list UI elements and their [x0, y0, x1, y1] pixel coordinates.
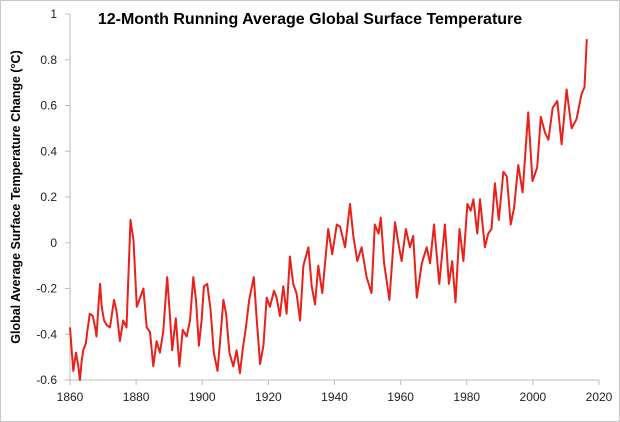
x-tick-label: 2020 [586, 390, 613, 404]
y-tick-label: 0.6 [40, 99, 57, 113]
x-tick-label: 1940 [321, 390, 348, 404]
x-tick-label: 1920 [255, 390, 282, 404]
y-tick-label: 0.8 [40, 53, 57, 67]
y-tick-label: -0.6 [36, 373, 57, 387]
y-tick-label: 0.2 [40, 190, 57, 204]
y-axis-label: Global Average Surface Temperature Chang… [9, 50, 23, 344]
y-tick-label: 0.4 [40, 144, 57, 158]
y-tick-label: -0.2 [36, 282, 57, 296]
x-tick-label: 1960 [387, 390, 414, 404]
x-tick-label: 1980 [453, 390, 480, 404]
y-tick-label: 1 [50, 7, 57, 21]
x-tick-label: 1900 [189, 390, 216, 404]
y-tick-label: 0 [50, 236, 57, 250]
temperature-series-line [69, 39, 588, 381]
x-tick-label: 2000 [520, 390, 547, 404]
x-tick-label: 1860 [57, 390, 84, 404]
y-tick-label: -0.4 [36, 327, 57, 341]
x-tick-label: 1880 [123, 390, 150, 404]
chart-title: 12-Month Running Average Global Surface … [98, 11, 522, 28]
